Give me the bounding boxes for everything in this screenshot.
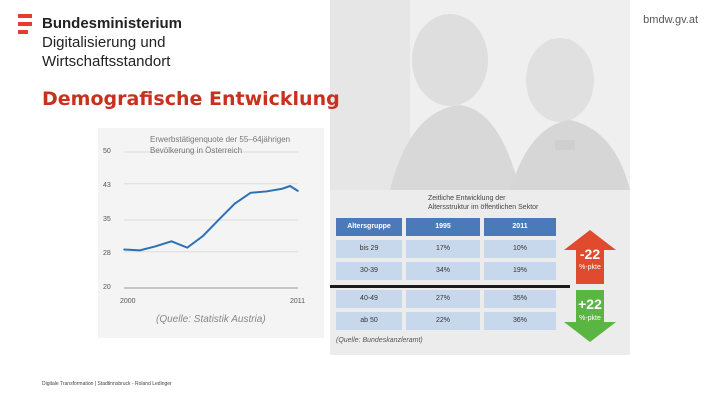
x-tick-label: 2011 — [290, 298, 306, 305]
slide-title: Demografische Entwicklung — [42, 88, 340, 110]
panel-title: Zeitliche Entwicklung der Altersstruktur… — [428, 194, 568, 212]
website-url[interactable]: bmdw.gv.at — [643, 14, 698, 26]
header-cell: Altersgruppe — [336, 218, 402, 236]
data-point — [265, 190, 268, 193]
logo-bar-bottom — [18, 30, 28, 34]
table-row: bis 29 17% 10% — [336, 240, 556, 260]
ministry-name-line1: Bundesministerium — [42, 15, 183, 32]
decrease-unit: %-pkte — [579, 264, 601, 271]
table-cell: 34% — [406, 262, 480, 280]
table-cell: 30-39 — [336, 262, 402, 280]
panel-title-line1: Zeitliche Entwicklung der — [428, 195, 506, 202]
slide-footer: Digitale Transformation | Stadtinnsbruck… — [42, 381, 172, 387]
table-cell: 36% — [484, 312, 556, 330]
background-photo — [330, 0, 630, 190]
data-point — [139, 249, 141, 252]
header-cell: 2011 — [484, 218, 556, 236]
table-row: ab 50 22% 36% — [336, 312, 556, 332]
table-cell: 10% — [484, 240, 556, 258]
data-point — [202, 235, 204, 237]
table-cell: bis 29 — [336, 240, 402, 258]
ministry-name-line3: Wirtschaftsstandort — [42, 53, 171, 70]
data-point — [154, 245, 157, 248]
increase-value: +22 — [578, 296, 602, 312]
table-cell: ab 50 — [336, 312, 402, 330]
table-cell: 17% — [406, 240, 480, 258]
data-point — [218, 218, 220, 221]
group-divider — [330, 285, 570, 288]
age-structure-panel: Zeitliche Entwicklung der Altersstruktur… — [330, 190, 630, 355]
x-tick-label: 2000 — [120, 298, 136, 305]
y-tick-label: 35 — [103, 216, 111, 223]
decrease-arrow: -22 %-pkte — [560, 230, 620, 284]
data-point — [281, 187, 283, 190]
ministry-name-line2: Digitalisierung und — [42, 34, 166, 51]
decrease-value: -22 — [579, 246, 601, 262]
logo-bar-top — [18, 14, 32, 18]
header-cell: 1995 — [406, 218, 480, 236]
chart-source: (Quelle: Statistik Austria) — [156, 314, 266, 325]
y-tick-label: 50 — [103, 148, 111, 155]
y-tick-label: 20 — [103, 284, 111, 291]
increase-arrow: +22 %-pkte — [560, 290, 620, 342]
panel-source: (Quelle: Bundeskanzleramt) — [336, 337, 423, 344]
data-point — [289, 185, 291, 187]
table-header-row: Altersgruppe 1995 2011 — [336, 218, 556, 238]
employment-rate-chart: Erwerbstätigenquote der 55–64jährigen Be… — [98, 128, 324, 338]
y-tick-label: 43 — [103, 182, 111, 189]
data-point — [170, 240, 173, 243]
table-cell: 27% — [406, 290, 480, 308]
arrow-down-icon — [564, 290, 616, 342]
ministry-name: Bundesministerium Digitalisierung und Wi… — [42, 14, 182, 71]
increase-unit: %-pkte — [579, 315, 601, 322]
table-row: 40-49 27% 35% — [336, 290, 556, 310]
y-tick-label: 28 — [103, 250, 111, 257]
table-cell: 19% — [484, 262, 556, 280]
chart-title: Erwerbstätigenquote der 55–64jährigen Be… — [150, 135, 291, 155]
table-cell: 40-49 — [336, 290, 402, 308]
data-point — [123, 248, 125, 251]
data-point — [186, 246, 189, 249]
series-line — [123, 184, 299, 252]
table-row: 30-39 34% 19% — [336, 262, 556, 282]
arrow-up-icon — [564, 230, 616, 284]
logo-bar-middle — [18, 22, 32, 26]
panel-title-line2: Altersstruktur im öffentlichen Sektor — [428, 204, 539, 211]
data-point — [297, 190, 299, 192]
table-cell: 22% — [406, 312, 480, 330]
data-point — [249, 192, 252, 194]
data-point — [233, 202, 236, 205]
table-cell: 35% — [484, 290, 556, 308]
chart-plot — [123, 151, 299, 289]
